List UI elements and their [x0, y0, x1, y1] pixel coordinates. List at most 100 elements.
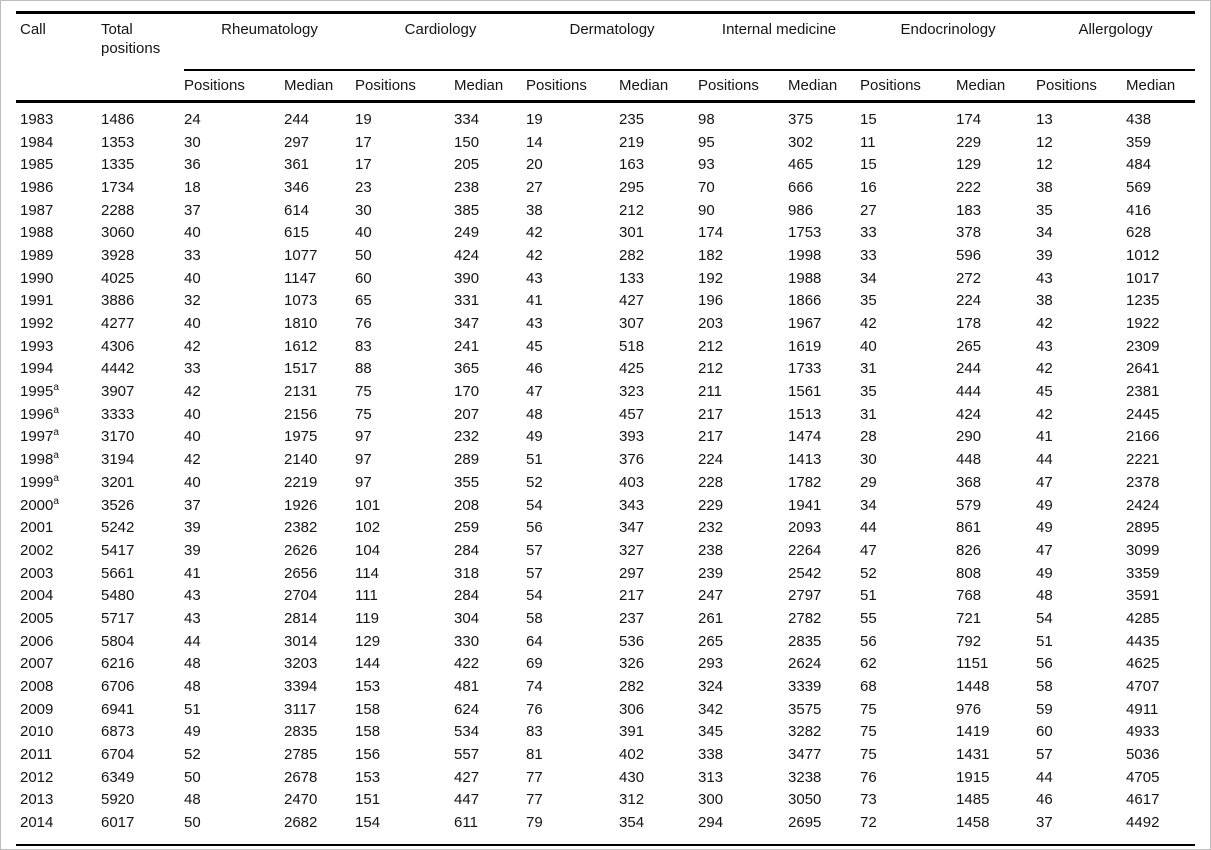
table-row: 1999a 3201 40 2219 97 355 52 403 228 1782 29 368 47 2… [16, 471, 1195, 494]
year-label: 2002 [20, 541, 54, 559]
value-cell: 111 [355, 587, 378, 605]
value-cell: 40 [184, 315, 201, 333]
value-cell: 3014 [284, 632, 318, 650]
value-cell: 861 [956, 519, 982, 537]
value-cell: 518 [619, 337, 645, 355]
table-row: 1986 1734 18 346 23 238 27 295 70 666 16 222 38 569 [16, 176, 1195, 199]
value-cell: 1926 [284, 496, 318, 514]
value-cell: 444 [956, 383, 982, 401]
year-label: 1988 [20, 224, 54, 242]
value-cell: 2381 [1126, 383, 1160, 401]
year-label: 2008 [20, 678, 54, 696]
value-cell: 38 [1036, 178, 1053, 196]
year-label: 2012 [20, 768, 54, 786]
year-label: 2007 [20, 655, 54, 673]
value-cell: 40 [184, 428, 201, 446]
value-cell: 569 [1126, 178, 1152, 196]
table-row: 1985 1335 36 361 17 205 20 163 93 465 15 129 12 484 [16, 153, 1195, 176]
value-cell: 48 [184, 791, 201, 809]
value-cell: 306 [619, 700, 645, 718]
value-cell: 290 [956, 428, 982, 446]
year-cell: 2006 [16, 630, 101, 653]
value-cell: 346 [284, 178, 310, 196]
value-cell: 15 [860, 156, 877, 174]
table-row: 2005 5717 43 2814 119 304 58 237 261 2782 55 721 54 4… [16, 607, 1195, 630]
value-cell: 2156 [284, 405, 318, 423]
value-cell: 30 [184, 133, 201, 151]
year-label: 1992 [20, 315, 54, 333]
value-cell: 261 [698, 609, 724, 627]
value-cell: 151 [355, 791, 381, 809]
value-cell: 30 [860, 451, 877, 469]
value-cell: 614 [284, 201, 310, 219]
value-cell: 102 [355, 519, 381, 537]
year-label: 2009 [20, 700, 54, 718]
total-positions-cell: 3928 [101, 246, 135, 264]
value-cell: 43 [526, 269, 543, 287]
subheader-positions: Positions [526, 70, 620, 103]
year-label: 1989 [20, 246, 54, 264]
value-cell: 1073 [284, 292, 318, 310]
value-cell: 50 [355, 246, 372, 264]
value-cell: 43 [1036, 269, 1053, 287]
value-cell: 393 [619, 428, 645, 446]
value-cell: 11 [860, 133, 876, 151]
value-cell: 81 [526, 746, 543, 764]
value-cell: 17 [355, 156, 372, 174]
total-positions-cell: 2288 [101, 201, 135, 219]
value-cell: 265 [698, 632, 724, 650]
value-cell: 39 [184, 541, 201, 559]
value-cell: 557 [454, 746, 480, 764]
value-cell: 4707 [1126, 678, 1160, 696]
table-row: 1995a 3907 42 2131 75 170 47 323 211 1561 35 444 45 2… [16, 380, 1195, 403]
value-cell: 52 [184, 746, 201, 764]
value-cell: 42 [1036, 405, 1053, 423]
value-cell: 579 [956, 496, 982, 514]
value-cell: 170 [454, 383, 480, 401]
value-cell: 313 [698, 768, 724, 786]
value-cell: 338 [698, 746, 724, 764]
value-cell: 74 [526, 678, 543, 696]
value-cell: 57 [1036, 746, 1053, 764]
value-cell: 2140 [284, 451, 318, 469]
year-label: 1997 [20, 428, 54, 446]
total-positions-cell: 3194 [101, 451, 135, 469]
value-cell: 536 [619, 632, 645, 650]
value-cell: 624 [454, 700, 480, 718]
value-cell: 52 [526, 473, 543, 491]
value-cell: 232 [454, 428, 480, 446]
subheader-median: Median [1126, 70, 1196, 103]
table-row: 1990 4025 40 1147 60 390 43 133 192 1988 34 272 43 10… [16, 267, 1195, 290]
value-cell: 55 [860, 609, 877, 627]
value-cell: 4435 [1126, 632, 1160, 650]
value-cell: 49 [184, 723, 201, 741]
value-cell: 4911 [1126, 700, 1159, 718]
value-cell: 334 [454, 110, 480, 128]
value-cell: 44 [1036, 451, 1053, 469]
value-cell: 237 [619, 609, 645, 627]
value-cell: 98 [698, 110, 715, 128]
value-cell: 42 [1036, 315, 1053, 333]
value-cell: 156 [355, 746, 381, 764]
year-cell: 2004 [16, 584, 101, 607]
value-cell: 35 [1036, 201, 1053, 219]
value-cell: 229 [956, 133, 982, 151]
table-row: 2012 6349 50 2678 153 427 77 430 313 3238 76 1915 44… [16, 766, 1195, 789]
value-cell: 51 [1036, 632, 1053, 650]
value-cell: 2221 [1126, 451, 1160, 469]
value-cell: 43 [1036, 337, 1053, 355]
value-cell: 361 [284, 156, 310, 174]
value-cell: 284 [454, 541, 480, 559]
value-cell: 330 [454, 632, 480, 650]
value-cell: 54 [526, 496, 543, 514]
value-cell: 1753 [788, 224, 822, 242]
value-cell: 4285 [1126, 609, 1160, 627]
value-cell: 2264 [788, 541, 822, 559]
value-cell: 365 [454, 360, 480, 378]
value-cell: 416 [1126, 201, 1152, 219]
year-label: 2000 [20, 496, 54, 514]
year-label: 1993 [20, 337, 54, 355]
value-cell: 14 [526, 133, 543, 151]
total-positions-cell: 4277 [101, 315, 135, 333]
